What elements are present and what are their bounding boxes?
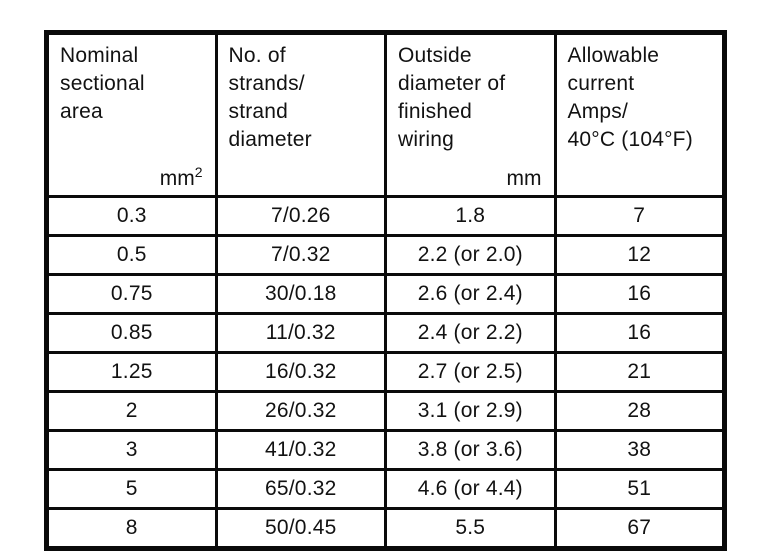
table-row: 8 50/0.45 5.5 67 xyxy=(45,507,726,550)
table-cell: 3 xyxy=(45,429,218,471)
table-cell: 67 xyxy=(553,507,726,550)
table-row: 1.25 16/0.32 2.7 (or 2.5) 21 xyxy=(45,351,726,393)
column-header-content: Nominal sectional area mm2 xyxy=(49,35,215,195)
table-cell: 3.8 (or 3.6) xyxy=(384,429,557,471)
column-header-label: Nominal sectional area xyxy=(60,44,145,123)
table-cell: 2.2 (or 2.0) xyxy=(384,234,557,276)
table-cell: 50/0.45 xyxy=(214,507,387,550)
table-header: Nominal sectional area mm2 No. of strands/str… xyxy=(45,31,726,198)
table-cell: 28 xyxy=(553,390,726,432)
table-cell: 0.3 xyxy=(45,195,218,237)
column-header-content: No. of strands/strand diameter xyxy=(218,35,385,195)
column-unit-label: mm2 xyxy=(159,164,203,190)
table-cell: 51 xyxy=(553,468,726,510)
column-header-content: Allowable current Amps/40°C (104°F) xyxy=(557,35,723,195)
table-cell: 4.6 (or 4.4) xyxy=(384,468,557,510)
column-header-2: Outside diameter of finished wiring mm xyxy=(384,31,557,198)
table-cell: 26/0.32 xyxy=(214,390,387,432)
column-header-label: Outside diameter of finished wiring xyxy=(398,44,506,151)
column-header-1: No. of strands/strand diameter xyxy=(214,31,387,198)
table-cell: 16/0.32 xyxy=(214,351,387,393)
table-cell: 11/0.32 xyxy=(214,312,387,354)
header-row: Nominal sectional area mm2 No. of strands/str… xyxy=(45,31,726,198)
table-cell: 8 xyxy=(45,507,218,550)
table-cell: 2.6 (or 2.4) xyxy=(384,273,557,315)
table-cell: 0.85 xyxy=(45,312,218,354)
table-row: 0.75 30/0.18 2.6 (or 2.4) 16 xyxy=(45,273,726,315)
table-row: 5 65/0.32 4.6 (or 4.4) 51 xyxy=(45,468,726,510)
table-cell: 5 xyxy=(45,468,218,510)
table-cell: 38 xyxy=(553,429,726,471)
table-row: 3 41/0.32 3.8 (or 3.6) 38 xyxy=(45,429,726,471)
table-row: 0.3 7/0.26 1.8 7 xyxy=(45,195,726,237)
wire-specification-table: Nominal sectional area mm2 No. of strands/str… xyxy=(44,30,727,551)
column-header-label: Allowable current Amps/40°C (104°F) xyxy=(567,44,693,151)
table-cell: 16 xyxy=(553,273,726,315)
table-cell: 12 xyxy=(553,234,726,276)
table-cell: 21 xyxy=(553,351,726,393)
column-header-3: Allowable current Amps/40°C (104°F) xyxy=(553,31,726,198)
table-cell: 30/0.18 xyxy=(214,273,387,315)
table-cell: 3.1 (or 2.9) xyxy=(384,390,557,432)
table-cell: 7 xyxy=(553,195,726,237)
table-cell: 16 xyxy=(553,312,726,354)
table-cell: 0.75 xyxy=(45,273,218,315)
table-cell: 7/0.32 xyxy=(214,234,387,276)
table-row: 2 26/0.32 3.1 (or 2.9) 28 xyxy=(45,390,726,432)
table-cell: 2.7 (or 2.5) xyxy=(384,351,557,393)
table-cell: 2.4 (or 2.2) xyxy=(384,312,557,354)
table-cell: 41/0.32 xyxy=(214,429,387,471)
table-cell: 7/0.26 xyxy=(214,195,387,237)
table-cell: 65/0.32 xyxy=(214,468,387,510)
table-cell: 0.5 xyxy=(45,234,218,276)
table-row: 0.5 7/0.32 2.2 (or 2.0) 12 xyxy=(45,234,726,276)
table-cell: 1.25 xyxy=(45,351,218,393)
table-body: 0.3 7/0.26 1.8 7 0.5 7/0.32 2.2 (or 2.0) 12 0.75… xyxy=(45,195,726,550)
column-header-label: No. of strands/strand diameter xyxy=(228,44,312,151)
column-header-content: Outside diameter of finished wiring mm xyxy=(387,35,554,195)
column-header-0: Nominal sectional area mm2 xyxy=(45,31,218,198)
table-cell: 1.8 xyxy=(384,195,557,237)
table-cell: 5.5 xyxy=(384,507,557,550)
table-row: 0.85 11/0.32 2.4 (or 2.2) 16 xyxy=(45,312,726,354)
table-cell: 2 xyxy=(45,390,218,432)
column-unit-label: mm xyxy=(506,167,542,190)
